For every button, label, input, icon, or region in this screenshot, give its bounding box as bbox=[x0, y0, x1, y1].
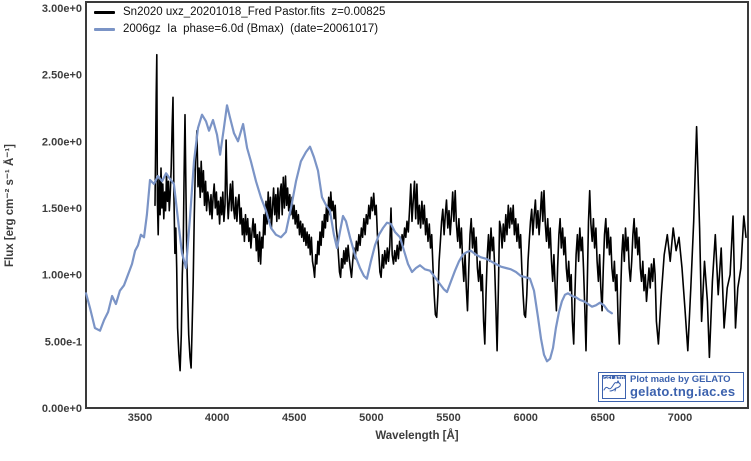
y-tick-label: 0.00e+0 bbox=[42, 403, 82, 415]
x-tick-label: 5000 bbox=[359, 412, 383, 424]
watermark-line1: Plot made by GELATO bbox=[630, 374, 731, 386]
axes-spines bbox=[85, 1, 749, 409]
x-tick-label: 5500 bbox=[436, 412, 460, 424]
y-tick-label: 3.00e+0 bbox=[42, 3, 82, 15]
y-tick-label: 2.50e+0 bbox=[42, 70, 82, 82]
x-tick-label: 7000 bbox=[668, 412, 692, 424]
gelato-watermark[interactable]: GELATO Plot made by GELATO gelato.tng.ia… bbox=[598, 372, 744, 402]
watermark-url[interactable]: gelato.tng.iac.es bbox=[630, 384, 736, 400]
legend-label-2006gz: 2006gz Ia phase=6.0d (Bmax) (date=200610… bbox=[123, 23, 379, 35]
y-tick-label: 2.00e+0 bbox=[42, 136, 82, 148]
x-tick-label: 6500 bbox=[591, 412, 615, 424]
spectrum-line-2006gz bbox=[84, 104, 614, 363]
legend-line-swatch-blue bbox=[94, 28, 115, 31]
y-tick-label: 1.00e+0 bbox=[42, 270, 82, 282]
x-tick-label: 4500 bbox=[282, 412, 306, 424]
y-tick-label: 5.00e-1 bbox=[45, 336, 82, 348]
y-tick-label: 1.50e+0 bbox=[42, 203, 82, 215]
legend-label-sn2020: Sn2020 uxz_20201018_Fred Pastor.fits z=0… bbox=[123, 6, 386, 18]
spectrum-line-sn2020 bbox=[154, 53, 747, 372]
legend: Sn2020 uxz_20201018_Fred Pastor.fits z=0… bbox=[94, 6, 385, 40]
x-tick-label: 6000 bbox=[513, 412, 537, 424]
gelato-logo-icon: GELATO bbox=[602, 375, 626, 399]
y-axis-title-wrap: Flux [erg cm⁻² s⁻¹ Å⁻¹] bbox=[0, 2, 20, 408]
legend-line-swatch-black bbox=[94, 11, 115, 14]
x-tick-label: 3500 bbox=[128, 412, 152, 424]
x-tick-label: 4000 bbox=[205, 412, 229, 424]
gelato-logo-text: GELATO bbox=[603, 376, 625, 379]
legend-item-2006gz: 2006gz Ia phase=6.0d (Bmax) (date=200610… bbox=[94, 23, 385, 36]
x-axis-title: Wavelength [Å] bbox=[375, 430, 459, 442]
legend-item-sn2020: Sn2020 uxz_20201018_Fred Pastor.fits z=0… bbox=[94, 6, 385, 19]
gelato-goat-doodle-icon bbox=[603, 379, 625, 398]
y-axis-title: Flux [erg cm⁻² s⁻¹ Å⁻¹] bbox=[4, 143, 16, 267]
watermark-text: Plot made by GELATO gelato.tng.iac.es bbox=[630, 375, 735, 399]
